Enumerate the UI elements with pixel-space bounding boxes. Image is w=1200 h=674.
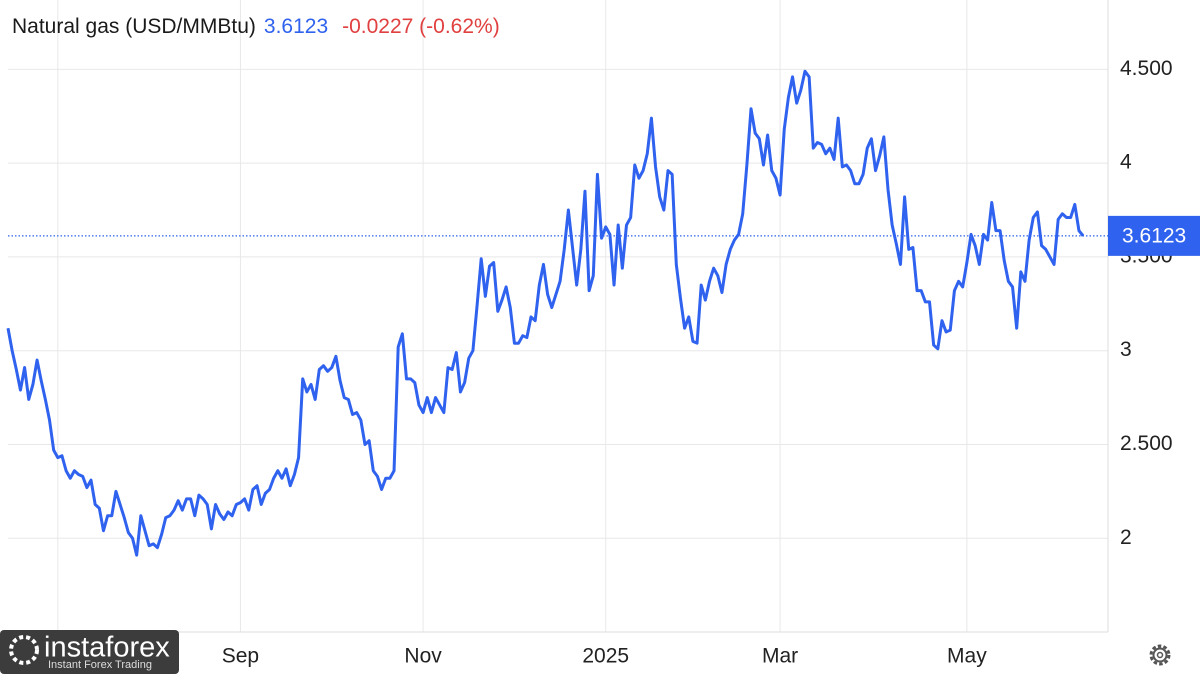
last-value-label: 3.6123 [1122,224,1186,247]
x-tick-label: Mar [762,645,798,668]
title: Natural gas (USD/MMBtu) [12,15,256,38]
logo-bg [0,630,179,674]
change: -0.0227 (-0.62%) [342,15,500,38]
plot [6,69,1108,557]
y-tick-label: 3 [1120,338,1132,361]
x-tick-label: 2025 [582,645,629,668]
tagline: Instant Forex Trading [48,659,152,671]
logo-icon [9,635,39,665]
chart-title: Natural gas (USD/MMBtu) 3.6123 -0.0227 (-0… [12,15,500,38]
y-tick-label: 2.500 [1120,432,1173,455]
y-tick-label: 2 [1120,526,1132,549]
x-tick-label: Sep [222,645,259,668]
last-value-box [1108,215,1200,256]
gear-hub[interactable] [1156,651,1164,659]
x-tick-label: Nov [404,645,442,668]
watermark: instaforex Instant Forex Trading [0,630,179,674]
last-value: 3.6123 [264,15,328,38]
y-tick-label: 4.500 [1120,57,1173,80]
series-line [6,69,1085,557]
x-tick-label: May [947,645,987,668]
gear-ring[interactable] [1152,647,1168,663]
settings-icon[interactable] [1149,644,1171,666]
gear-teeth[interactable] [1149,644,1171,666]
grid [8,0,1109,633]
y-tick-label: 4 [1120,151,1132,174]
brand: instaforex [44,632,170,664]
